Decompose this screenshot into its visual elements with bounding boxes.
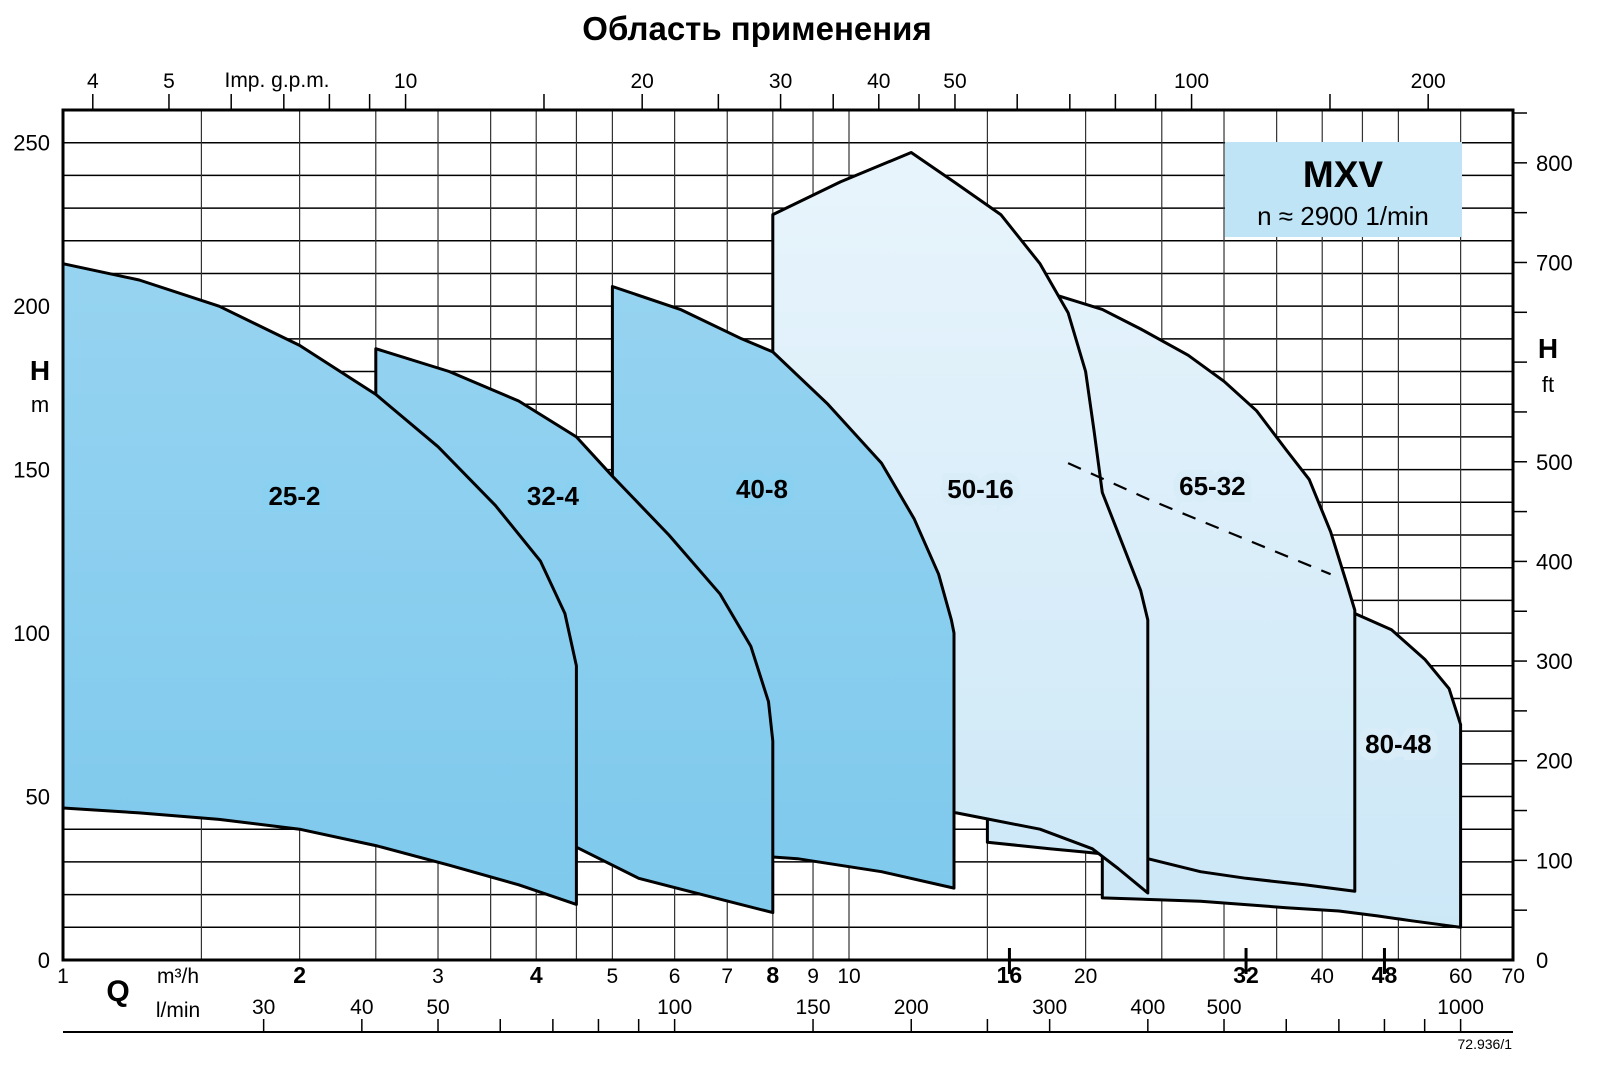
y-axis-ft-tick-label: 300 [1536,649,1573,674]
y-axis-m-tick-label: 100 [13,621,50,646]
x-axis-m3h-tick-label: 10 [837,965,860,988]
x-axis-m3h-tick-label: 5 [607,965,619,988]
gpm-tick-label: 100 [1174,70,1209,93]
region-label-25-2: 25-2 [268,481,320,511]
x-axis-m3h-tick-label: 70 [1502,965,1525,988]
left-axis-unit: m [31,392,49,417]
dashed-limit-line [1067,462,1332,576]
y-axis-ft-tick-label: 700 [1536,250,1573,275]
lmin-tick-label: 1000 [1437,996,1484,1019]
region-label-65-32: 65-32 [1179,471,1246,501]
lmin-tick-label: 40 [350,996,373,1019]
right-axis-symbol: H [1538,333,1558,364]
gpm-tick-label: 40 [867,70,890,93]
x-axis-m3h-tick-label: 1 [57,965,69,988]
dashed-boundary [1067,462,1332,576]
left-axis-symbol: H [30,355,50,386]
pump-regions [61,151,1463,929]
region-label-80-48: 80-48 [1365,729,1432,759]
bottom-axis-unit-m3h: m³/h [157,965,199,988]
x-axis-m3h-tick-label: 40 [1311,965,1334,988]
lmin-tick-label: 50 [426,996,449,1019]
y-axis-ft-tick-label: 200 [1536,749,1573,774]
legend: MXV n ≈ 2900 1/min [1225,142,1462,237]
y-axis-ft-tick-label: 100 [1536,848,1573,873]
lmin-tick-label: 400 [1130,996,1165,1019]
gpm-tick-label: 200 [1411,70,1446,93]
lmin-tick-label: 500 [1206,996,1241,1019]
bottom-axis-symbol: Q [106,975,129,1008]
x-axis-m3h-tick-label: 3 [432,965,444,988]
y-axis-m-tick-label: 0 [38,948,50,973]
x-axis-m3h-tick-label: 7 [721,965,733,988]
plot-border [61,108,1515,962]
y-axis-ft-tick-label: 0 [1536,948,1548,973]
right-axis-unit: ft [1542,372,1554,397]
chart-title: Область применения [582,10,931,47]
x-axis-m3h-tick-label: 20 [1074,965,1097,988]
top-axis-unit-label: Imp. g.p.m. [224,69,329,92]
x-axis-m3h-tick-label: 4 [530,962,543,988]
gpm-tick-label: 50 [943,70,966,93]
y-axis-m-tick-label: 200 [13,294,50,319]
legend-box [1225,142,1462,237]
x-axis-m3h-tick-label: 8 [766,962,779,988]
y-axis-m-tick-label: 250 [13,131,50,156]
lmin-tick-label: 300 [1032,996,1067,1019]
region-labels: 80-48 65-32 50-16 40-8 32-4 25-2 [261,464,1438,766]
region-label-50-16: 50-16 [947,474,1014,504]
x-axis-m3h-tick-label: 6 [669,965,681,988]
gpm-tick-label: 30 [769,70,792,93]
region-label-40-8: 40-8 [736,474,788,504]
lmin-tick-label: 100 [657,996,692,1019]
gpm-tick-label: 4 [87,70,99,93]
legend-model: MXV [1303,154,1384,195]
bottom-axis-unit-lmin: l/min [156,999,200,1022]
gpm-tick-label: 5 [163,70,175,93]
y-axis-ft-tick-label: 500 [1536,450,1573,475]
lmin-tick-label: 30 [252,996,275,1019]
lmin-tick-label: 200 [894,996,929,1019]
gpm-tick-label: 10 [394,70,417,93]
lmin-tick-label: 150 [796,996,831,1019]
x-axis-m3h-tick-label: 9 [807,965,819,988]
region-label-32-4: 32-4 [527,481,580,511]
y-axis-m-tick-label: 150 [13,458,50,483]
plot-frame [61,108,1515,962]
region-25-2 [61,262,578,906]
x-axis-m3h-tick-label: 60 [1449,965,1472,988]
y-axis-ft-tick-label: 400 [1536,549,1573,574]
x-axis-m3h-tick-label: 2 [293,962,306,988]
y-axis-ft-tick-label: 800 [1536,151,1573,176]
drawing-number-stamp: 72.936/1 [1458,1036,1513,1052]
gpm-tick-label: 20 [631,70,654,93]
y-axis-m-tick-label: 50 [26,785,50,810]
legend-speed: n ≈ 2900 1/min [1257,201,1429,231]
